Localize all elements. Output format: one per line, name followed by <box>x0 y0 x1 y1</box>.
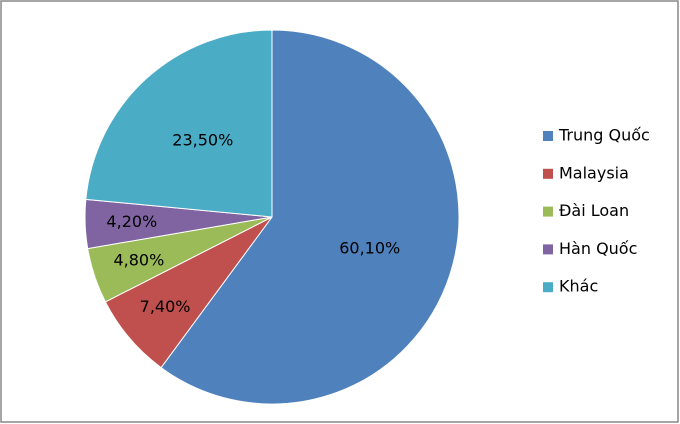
legend-swatch <box>543 168 553 179</box>
pie-slice <box>85 29 273 218</box>
legend-label: Khác <box>559 277 598 296</box>
legend-swatch <box>543 131 553 141</box>
data-label: 60,10% <box>339 239 400 258</box>
pie-slice <box>160 29 460 405</box>
legend-label: Malaysia <box>559 163 629 182</box>
legend-swatch <box>543 282 553 293</box>
data-label: 23,50% <box>172 130 233 149</box>
legend-swatch <box>543 244 553 255</box>
data-label: 4,20% <box>106 212 157 231</box>
legend-label: Đài Loan <box>559 201 629 220</box>
legend-label: Trung Quốc <box>558 126 650 145</box>
legend-swatch <box>543 206 553 217</box>
legend-label: Hàn Quốc <box>559 239 637 258</box>
data-label: 4,80% <box>113 251 164 270</box>
data-label: 7,40% <box>140 297 191 316</box>
